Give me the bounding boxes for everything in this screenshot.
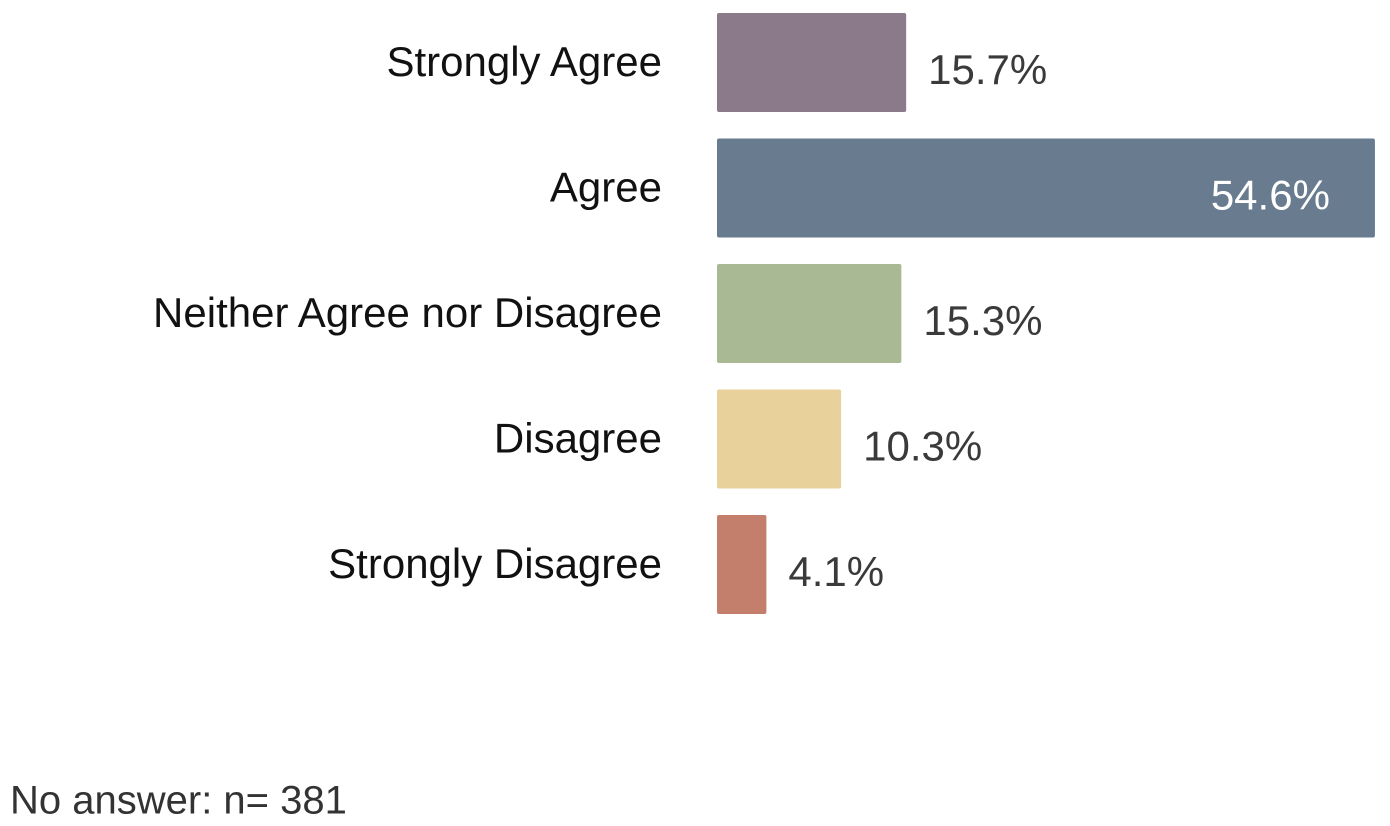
bar xyxy=(717,389,842,489)
category-label: Neither Agree nor Disagree xyxy=(153,289,662,336)
bar xyxy=(717,13,907,112)
bar xyxy=(717,138,1375,238)
value-label: 54.6% xyxy=(1211,172,1330,219)
category-label: Strongly Disagree xyxy=(328,540,662,587)
category-label: Strongly Agree xyxy=(386,38,662,85)
value-label: 10.3% xyxy=(863,423,982,470)
category-label: Disagree xyxy=(494,415,662,462)
footnote: No answer: n= 381 xyxy=(10,779,347,823)
category-label: Agree xyxy=(550,164,662,211)
bar xyxy=(717,264,902,363)
value-label: 4.1% xyxy=(788,548,884,595)
value-label: 15.7% xyxy=(928,46,1047,93)
value-label: 15.3% xyxy=(923,297,1042,344)
bar xyxy=(717,515,767,614)
